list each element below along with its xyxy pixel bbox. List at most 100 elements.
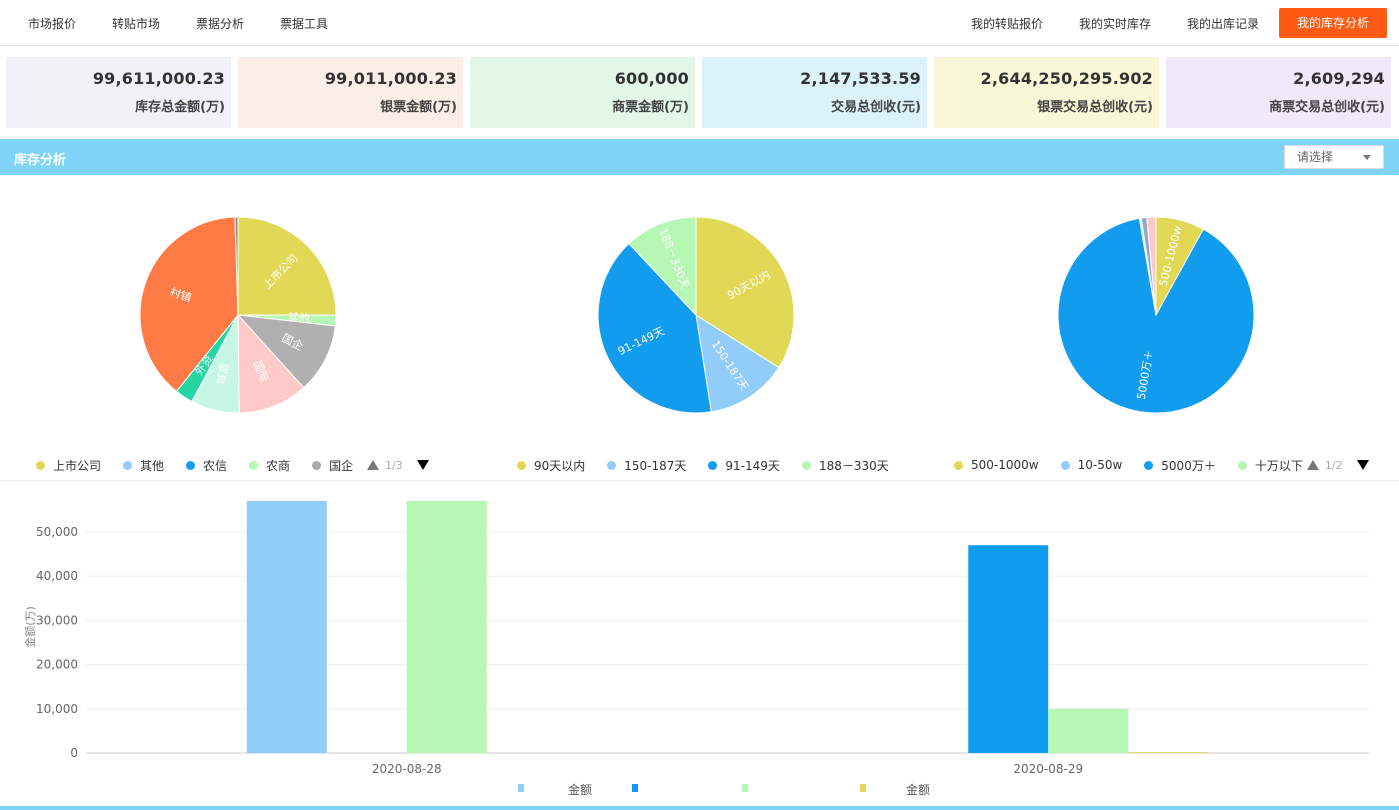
kpi-card-total-inventory: 99,611,000.23 库存总金额(万) [6, 57, 231, 128]
nav-my-outbound[interactable]: 我的出库记录 [1186, 16, 1259, 31]
kpi-label: 交易总创收(元) [831, 100, 921, 115]
pie-slice[interactable] [237, 313, 305, 414]
legend-dot-icon [312, 460, 322, 470]
pie-slice-label: 村镇 [168, 285, 193, 305]
legend-label: 十万以下 [1254, 458, 1303, 473]
x-tick-label: 2020-08-29 [1013, 762, 1083, 776]
bar-chart-area: 0 10,000 20,000 30,000 40,000 50,000 金额(万) 2020… [0, 481, 1399, 806]
top-navigation: 市场报价 转贴市场 票据分析 票据工具 我的转贴报价 我的实时库存 我的出库记录… [0, 0, 1399, 46]
chevron-down-icon [1363, 155, 1371, 160]
kpi-label: 商票金额(万) [612, 100, 689, 115]
legend-label: 农商 [266, 458, 291, 473]
y-tick-label: 10,000 [36, 702, 78, 716]
pie-slice[interactable] [1146, 216, 1157, 316]
legend-swatch[interactable] [742, 784, 748, 792]
legend-page: 1/3 [385, 458, 403, 472]
legend-item[interactable]: 农信 [186, 457, 227, 474]
legend-label: 188－330天 [818, 458, 889, 473]
legend-item[interactable]: 10-50w [1060, 458, 1123, 472]
legend-dot-icon [1144, 460, 1154, 470]
nav-my-quotes[interactable]: 我的转贴报价 [970, 16, 1043, 31]
pie-slice[interactable] [236, 314, 336, 389]
pie-legend-1: 90天以内 150-187天 91-149天 188－330天 [517, 457, 911, 473]
kpi-label: 商票交易总创收(元) [1269, 100, 1385, 115]
legend-item[interactable]: 国企 [312, 457, 353, 474]
kpi-card-bank-trade-revenue: 2,644,250,295.902 银票交易总创收(元) [934, 57, 1159, 128]
nav-my-inventory-analysis[interactable]: 我的库存分析 [1278, 8, 1387, 38]
kpi-label: 库存总金额(万) [135, 100, 225, 115]
kpi-value: 2,609,294 [1293, 69, 1385, 88]
nav-bill-analysis[interactable]: 票据分析 [196, 16, 245, 31]
y-tick-label: 20,000 [36, 658, 78, 672]
bottom-border [0, 806, 1399, 810]
pie-legend-0: 上市公司 其他 农信 农商 国企 1/3 [36, 457, 429, 473]
nav-market-quote[interactable]: 市场报价 [28, 16, 77, 31]
legend-dot-icon [708, 460, 718, 470]
bar[interactable] [968, 545, 1049, 753]
bar[interactable] [246, 501, 327, 753]
pie-slice[interactable] [695, 216, 795, 369]
pie-slice[interactable] [234, 216, 239, 316]
legend-label: 500-1000w [971, 458, 1039, 472]
kpi-label: 银票交易总创收(元) [1037, 100, 1153, 115]
legend-dot-icon [1060, 460, 1070, 470]
bar[interactable] [1048, 708, 1129, 753]
legend-swatch[interactable] [518, 784, 524, 792]
pie-legend-2: 500-1000w 10-50w 5000万＋ 十万以下 1/2 [954, 457, 1369, 473]
legend-item[interactable]: 500-1000w [954, 458, 1039, 472]
bar[interactable] [1128, 752, 1209, 753]
legend-item[interactable]: 农商 [249, 457, 290, 474]
legend-item[interactable]: 5000万＋ [1144, 457, 1216, 474]
legend-label: 90天以内 [534, 458, 586, 473]
nav-my-inventory[interactable]: 我的实时库存 [1078, 16, 1151, 31]
legend-dot-icon [123, 460, 133, 470]
legend-item[interactable]: 十万以下 [1237, 457, 1303, 474]
legend-item[interactable]: 91-149天 [708, 457, 780, 474]
kpi-card-trade-revenue: 2,147,533.59 交易总创收(元) [702, 57, 927, 128]
legend-swatch[interactable] [860, 784, 866, 792]
pie-slice[interactable] [597, 242, 712, 414]
kpi-card-commercial-bill: 600,000 商票金额(万) [470, 57, 695, 128]
pie-slice[interactable] [1057, 217, 1255, 414]
y-axis-label: 金额(万) [23, 606, 37, 648]
divider [0, 480, 1399, 481]
legend-label: 金额 [568, 782, 592, 797]
legend-next-icon[interactable] [416, 460, 429, 470]
pie-slice[interactable] [695, 313, 780, 413]
legend-label: 上市公司 [53, 458, 102, 473]
legend-dot-icon [954, 460, 963, 470]
legend-swatch[interactable] [632, 784, 638, 792]
legend-dot-icon [607, 460, 617, 470]
kpi-card-bank-bill: 99,011,000.23 银票金额(万) [238, 57, 463, 128]
legend-prev-icon[interactable] [1306, 460, 1319, 470]
analysis-select[interactable]: 请选择 [1284, 145, 1384, 169]
legend-label: 10-50w [1077, 458, 1123, 472]
bar-chart: 0 10,000 20,000 30,000 40,000 50,000 金额(万) 2020… [23, 501, 1369, 797]
legend-item[interactable]: 188－330天 [801, 457, 889, 474]
kpi-value: 2,644,250,295.902 [980, 69, 1153, 88]
legend-label: 5000万＋ [1161, 458, 1216, 473]
legend-dot-icon [186, 460, 196, 470]
legend-label: 国企 [329, 458, 354, 473]
pie-slice[interactable] [628, 216, 697, 317]
nav-right-group: 我的转贴报价 我的实时库存 我的出库记录 我的库存分析 [953, 0, 1387, 46]
legend-prev-icon[interactable] [367, 460, 380, 470]
legend-dot-icon [801, 460, 811, 470]
pie-slice[interactable] [237, 216, 337, 316]
nav-transfer-market[interactable]: 转贴市场 [112, 16, 161, 31]
y-tick-label: 0 [70, 746, 78, 760]
legend-dot-icon [1237, 460, 1247, 470]
nav-bill-tools[interactable]: 票据工具 [280, 16, 329, 31]
legend-next-icon[interactable] [1356, 460, 1369, 470]
bar[interactable] [406, 501, 487, 753]
legend-label: 150-187天 [624, 458, 687, 473]
legend-item[interactable]: 150-187天 [607, 457, 686, 474]
y-tick-label: 30,000 [36, 613, 78, 627]
y-tick-label: 50,000 [36, 525, 78, 539]
select-placeholder: 请选择 [1297, 150, 1334, 164]
pie-slice[interactable] [139, 216, 239, 392]
legend-item[interactable]: 其他 [123, 457, 164, 474]
legend-item[interactable]: 90天以内 [517, 457, 585, 474]
legend-item[interactable]: 上市公司 [36, 457, 101, 474]
